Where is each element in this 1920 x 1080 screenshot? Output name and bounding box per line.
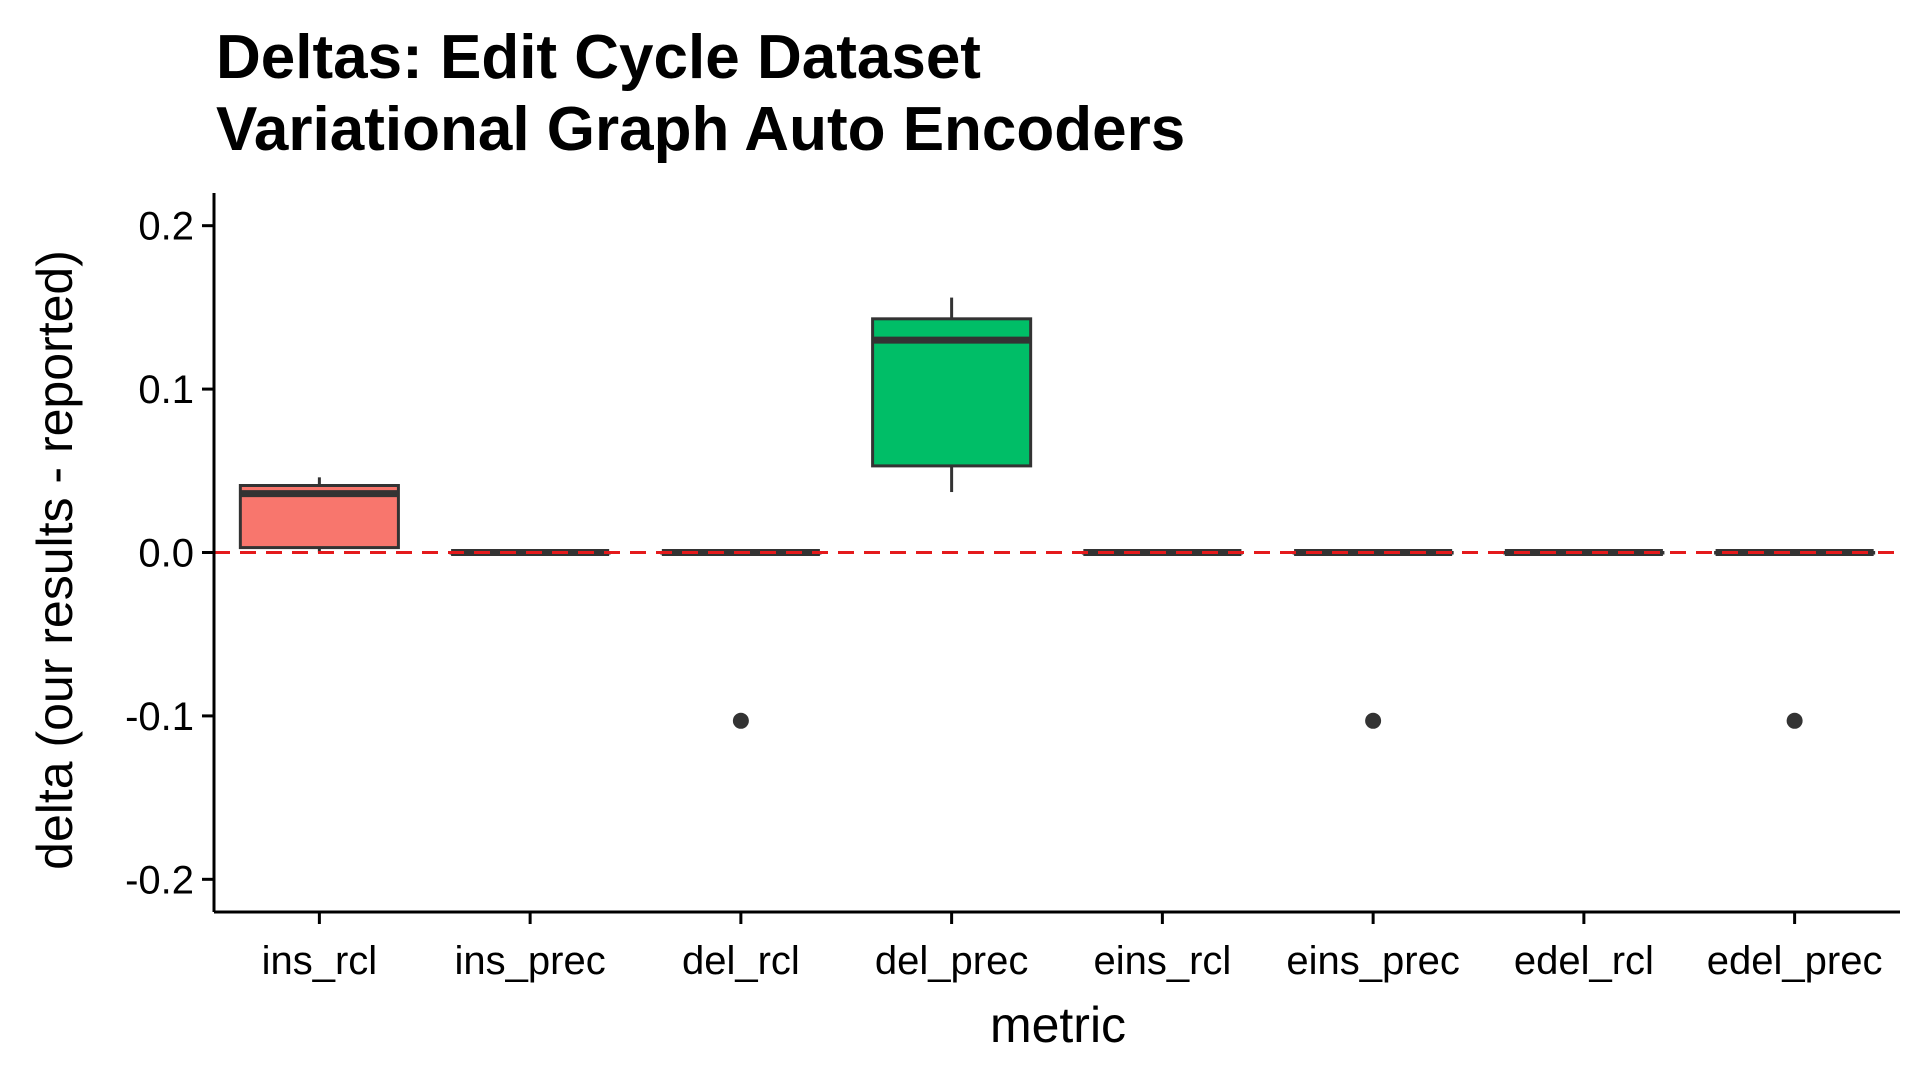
y-axis-title: delta (our results - reported) (27, 250, 83, 870)
outlier-point (732, 712, 749, 729)
x-tick-label: del_rcl (682, 939, 800, 983)
chart-title-line-2: Variational Graph Auto Encoders (216, 95, 1185, 164)
x-tick-label: del_prec (875, 939, 1028, 983)
x-tick-label: eins_prec (1286, 939, 1459, 983)
x-tick-label: eins_rcl (1093, 939, 1231, 983)
box-edel_rcl (1503, 549, 1665, 556)
x-tick-label: edel_prec (1707, 939, 1883, 983)
y-tick-label: -0.2 (125, 858, 194, 902)
chart-title-line-1: Deltas: Edit Cycle Dataset (216, 23, 981, 92)
y-tick-label: 0.0 (138, 532, 194, 576)
x-tick-label: ins_rcl (262, 939, 378, 983)
y-tick-label: 0.2 (138, 205, 194, 249)
axis-ticks: 0.2 0.1 0.0 -0.1 -0.2 ins_rcl ins_prec del_rcl d… (125, 205, 1882, 983)
x-tick-label: ins_prec (455, 939, 606, 983)
box-del_prec (871, 297, 1033, 493)
x-tick-label: edel_rcl (1514, 939, 1654, 983)
plot-area (214, 297, 1900, 729)
box-del_rcl (660, 549, 822, 729)
box-eins_prec (1292, 549, 1454, 729)
chart-title: Deltas: Edit Cycle Dataset Variational G… (216, 23, 1185, 164)
outlier-point (1786, 712, 1803, 729)
outlier-point (1365, 712, 1382, 729)
x-axis-title: metric (990, 997, 1126, 1053)
y-tick-label: -0.1 (125, 695, 194, 739)
box-edel_prec (1714, 549, 1876, 729)
y-tick-label: 0.1 (138, 368, 194, 412)
box-ins_rcl (238, 477, 400, 553)
